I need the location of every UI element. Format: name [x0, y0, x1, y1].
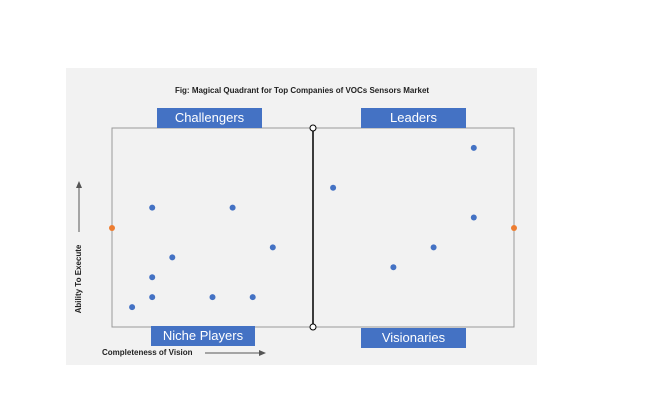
- point: [330, 184, 337, 191]
- point: [169, 254, 176, 261]
- quadrant-label: Challengers: [157, 108, 262, 128]
- point: [390, 264, 397, 271]
- point: [269, 244, 276, 251]
- point: [430, 244, 437, 251]
- axis-marker: [109, 225, 115, 231]
- x-axis-label: Completeness of Vision: [102, 348, 193, 357]
- quadrant-label: Niche Players: [151, 326, 255, 346]
- point: [149, 294, 156, 301]
- quadrant-label: Visionaries: [361, 328, 466, 348]
- divider-end: [309, 323, 317, 331]
- point: [129, 304, 136, 311]
- point: [149, 274, 156, 281]
- x-arrowhead: [259, 350, 266, 356]
- point: [149, 204, 156, 211]
- y-axis-label: Ability To Execute: [74, 244, 83, 313]
- chart-title: Fig: Magical Quadrant for Top Companies …: [175, 86, 429, 95]
- axis-marker: [511, 225, 517, 231]
- point: [229, 204, 236, 211]
- panel: [66, 68, 537, 365]
- quadrant-label: Leaders: [361, 108, 466, 128]
- point: [209, 294, 216, 301]
- divider-end: [309, 124, 317, 132]
- point: [470, 144, 477, 151]
- point: [470, 214, 477, 221]
- y-arrowhead: [76, 181, 82, 188]
- point: [249, 294, 256, 301]
